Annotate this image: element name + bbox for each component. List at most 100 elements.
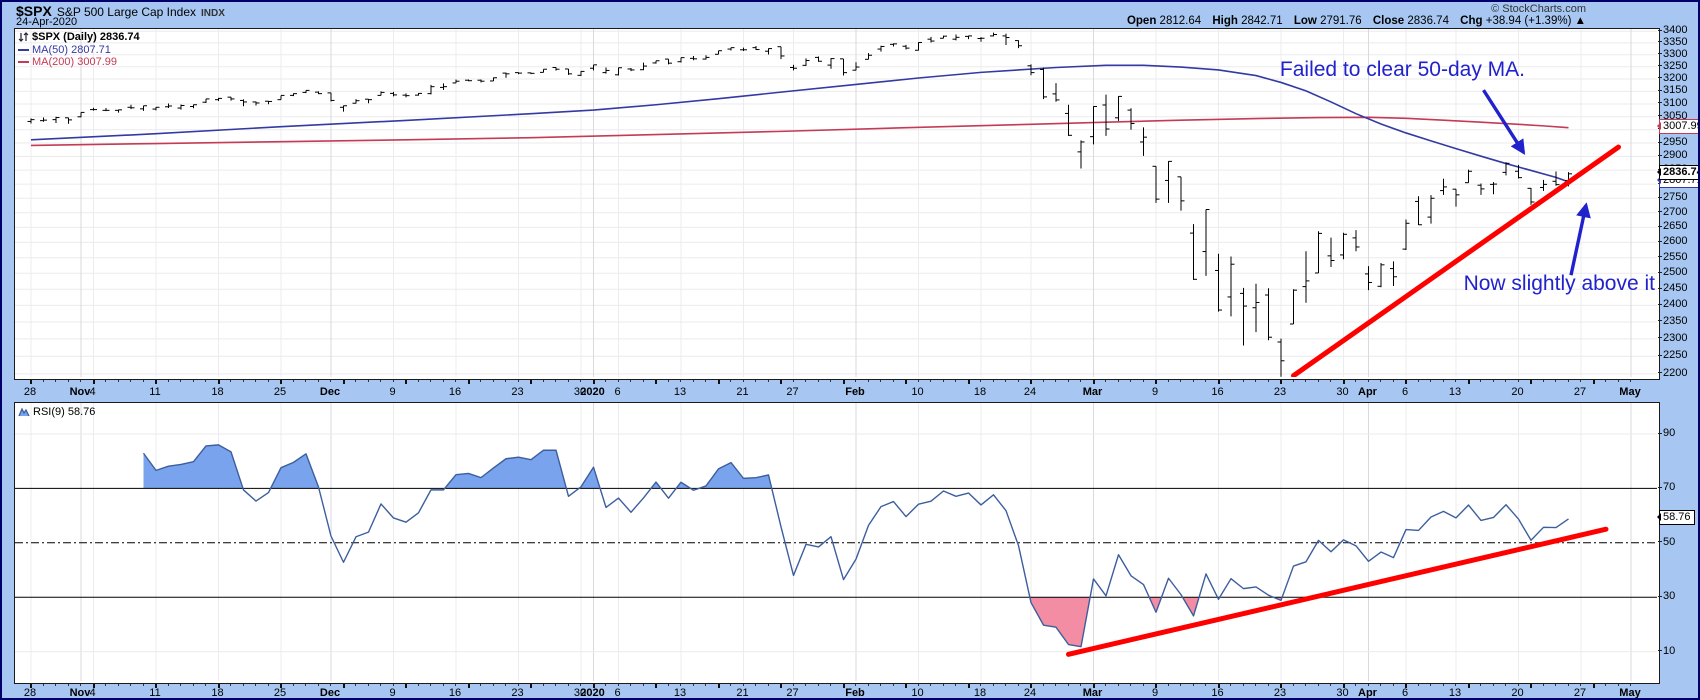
- date-tick: [442, 684, 444, 686]
- date-tick: [1230, 380, 1231, 382]
- price-tick: [1658, 240, 1662, 242]
- date-label: 4: [89, 386, 96, 398]
- date-tick: [517, 684, 519, 686]
- date-label: 27: [1573, 386, 1587, 398]
- date-label: Dec: [319, 687, 341, 699]
- date-tick: [30, 380, 32, 384]
- date-tick: [317, 684, 319, 686]
- date-tick: [992, 380, 994, 382]
- date-label: 11: [149, 386, 161, 398]
- date-tick: [680, 380, 681, 382]
- legend-ma50-row: MA(50) 2807.71: [18, 44, 140, 57]
- date-tick: [230, 380, 231, 382]
- price-axis-label: 3350: [1663, 35, 1688, 48]
- symbol: $SPX: [16, 3, 52, 19]
- price-tick: [1658, 211, 1662, 213]
- date-tick: [867, 684, 869, 686]
- date-label: Mar: [1082, 386, 1103, 398]
- up-arrow-icon: ▲: [1574, 15, 1586, 27]
- date-tick: [755, 380, 756, 382]
- date-label: 2020: [580, 386, 605, 398]
- date-tick: [1042, 380, 1044, 382]
- rsi-callout: 58.76: [1657, 509, 1695, 525]
- date-tick: [530, 380, 532, 384]
- ma200-line: [30, 116, 1569, 147]
- indicator-icon: [18, 407, 30, 417]
- date-tick: [480, 380, 481, 382]
- date-tick: [792, 684, 794, 686]
- date-label: Mar: [1082, 687, 1103, 699]
- date-tick: [555, 684, 556, 686]
- rsi-overbought-fill: [143, 444, 244, 489]
- date-label: 28: [23, 386, 37, 398]
- rsi-overbought-fill: [698, 462, 772, 489]
- date-tick: [1455, 684, 1456, 686]
- date-tick: [355, 684, 356, 686]
- date-label: 23: [1273, 386, 1287, 398]
- date-label: 13: [1448, 386, 1462, 398]
- legend-symbol-label: $SPX (Daily) 2836.74: [32, 31, 140, 43]
- date-tick: [1567, 380, 1569, 382]
- date-tick: [1242, 380, 1244, 382]
- price-tick: [1658, 53, 1662, 55]
- date-label: 23: [511, 687, 524, 699]
- date-tick: [1142, 684, 1144, 686]
- date-tick: [1267, 684, 1269, 686]
- date-tick: [205, 380, 206, 382]
- date-tick: [1567, 684, 1569, 686]
- date-tick: [392, 380, 394, 382]
- annotation-arrow: [1569, 202, 1591, 276]
- price-tick: [1658, 303, 1662, 305]
- date-tick: [1367, 684, 1369, 686]
- ma50-swatch-icon: [18, 48, 29, 51]
- date-tick: [1092, 380, 1095, 384]
- price-axis-label: 3150: [1663, 84, 1688, 97]
- date-tick: [1467, 380, 1470, 384]
- date-label: 6: [614, 687, 621, 699]
- date-label: 30: [573, 386, 587, 398]
- low-label: Low: [1293, 15, 1317, 27]
- date-tick: [967, 684, 970, 688]
- date-tick: [1105, 684, 1106, 686]
- date-label: 9: [1151, 386, 1159, 398]
- date-tick: [367, 684, 369, 686]
- date-tick: [467, 684, 470, 688]
- date-tick: [55, 380, 56, 382]
- date-label: 18: [973, 687, 987, 699]
- date-tick: [80, 684, 81, 686]
- date-tick: [1217, 684, 1220, 688]
- date-tick: [1342, 684, 1345, 688]
- date-tick: [1492, 684, 1494, 686]
- date-tick: [717, 684, 720, 688]
- date-tick: [905, 684, 907, 688]
- date-tick: [1255, 380, 1256, 382]
- annotation-arrow: [1482, 89, 1526, 155]
- date-label: Nov: [69, 386, 91, 398]
- date-label: 27: [1573, 687, 1587, 699]
- symbol-name: S&P 500 Large Cap Index: [56, 5, 197, 19]
- date-tick: [1330, 380, 1331, 382]
- chg-label: Chg: [1460, 15, 1483, 27]
- date-tick: [330, 380, 331, 382]
- copyright: © StockCharts.com: [1491, 3, 1586, 15]
- date-tick: [705, 684, 706, 686]
- date-label: Apr: [1358, 386, 1377, 398]
- date-label: Nov: [69, 687, 91, 699]
- price-tick: [1658, 271, 1662, 273]
- date-tick: [980, 380, 981, 382]
- date-tick: [392, 684, 394, 686]
- date-tick: [1605, 684, 1606, 686]
- chg-value: +38.94 (+1.39%): [1485, 15, 1572, 27]
- date-tick: [805, 684, 806, 686]
- date-label: Feb: [845, 386, 865, 398]
- date-tick: [667, 380, 669, 382]
- date-label: 23: [511, 386, 524, 398]
- date-tick: [405, 684, 407, 688]
- rsi-line: [142, 444, 1569, 648]
- date-tick: [242, 380, 244, 382]
- legend-ma200-row: MA(200) 3007.99: [18, 56, 140, 69]
- date-tick: [1117, 380, 1119, 382]
- date-tick: [730, 684, 731, 686]
- price-tick: [1658, 287, 1662, 289]
